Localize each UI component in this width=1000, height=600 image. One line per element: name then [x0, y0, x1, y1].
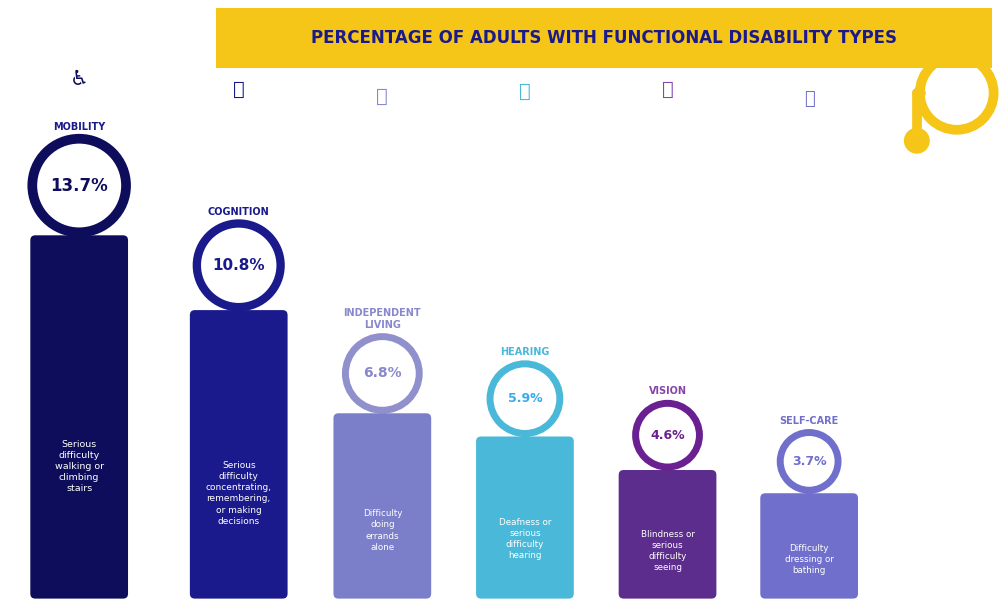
- Text: 👁: 👁: [662, 79, 673, 98]
- Text: 3.7%: 3.7%: [792, 455, 826, 468]
- Text: COGNITION: COGNITION: [208, 206, 270, 217]
- Text: Difficulty
dressing or
bathing: Difficulty dressing or bathing: [785, 544, 834, 575]
- FancyBboxPatch shape: [476, 436, 574, 599]
- Text: 4.6%: 4.6%: [650, 428, 685, 442]
- Text: HEARING: HEARING: [500, 347, 550, 357]
- Text: SELF-CARE: SELF-CARE: [780, 416, 839, 425]
- Circle shape: [32, 139, 126, 232]
- Text: Deafness or
serious
difficulty
hearing: Deafness or serious difficulty hearing: [499, 518, 551, 560]
- Text: 👂: 👂: [519, 82, 531, 100]
- Text: 🧠: 🧠: [233, 79, 245, 98]
- FancyBboxPatch shape: [30, 235, 128, 599]
- Text: 🏠: 🏠: [376, 86, 388, 106]
- Text: INDEPENDENT
LIVING: INDEPENDENT LIVING: [344, 308, 421, 329]
- Circle shape: [780, 433, 838, 490]
- FancyBboxPatch shape: [190, 310, 288, 599]
- Text: 10.8%: 10.8%: [212, 258, 265, 273]
- FancyBboxPatch shape: [619, 470, 716, 599]
- FancyBboxPatch shape: [760, 493, 858, 599]
- Circle shape: [490, 364, 560, 433]
- Text: 6.8%: 6.8%: [363, 367, 402, 380]
- Text: ♿: ♿: [70, 69, 89, 89]
- Circle shape: [904, 128, 930, 154]
- Text: 5.9%: 5.9%: [508, 392, 542, 405]
- FancyBboxPatch shape: [333, 413, 431, 599]
- Text: VISION: VISION: [649, 386, 687, 397]
- FancyBboxPatch shape: [216, 8, 992, 68]
- Circle shape: [636, 403, 699, 467]
- Text: 👕: 👕: [804, 90, 815, 108]
- Text: Blindness or
serious
difficulty
seeing: Blindness or serious difficulty seeing: [641, 530, 695, 572]
- Text: PERCENTAGE OF ADULTS WITH FUNCTIONAL DISABILITY TYPES: PERCENTAGE OF ADULTS WITH FUNCTIONAL DIS…: [311, 29, 897, 47]
- Circle shape: [197, 224, 281, 307]
- Text: Serious
difficulty
concentrating,
remembering,
or making
decisions: Serious difficulty concentrating, rememb…: [206, 461, 272, 526]
- Text: Serious
difficulty
walking or
climbing
stairs: Serious difficulty walking or climbing s…: [55, 440, 104, 493]
- Circle shape: [345, 337, 419, 410]
- Text: Difficulty
doing
errands
alone: Difficulty doing errands alone: [363, 509, 402, 551]
- Text: MOBILITY: MOBILITY: [53, 122, 105, 132]
- Text: 13.7%: 13.7%: [50, 176, 108, 194]
